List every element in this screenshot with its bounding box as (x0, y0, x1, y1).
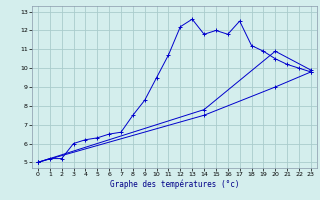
X-axis label: Graphe des températures (°c): Graphe des températures (°c) (110, 179, 239, 189)
